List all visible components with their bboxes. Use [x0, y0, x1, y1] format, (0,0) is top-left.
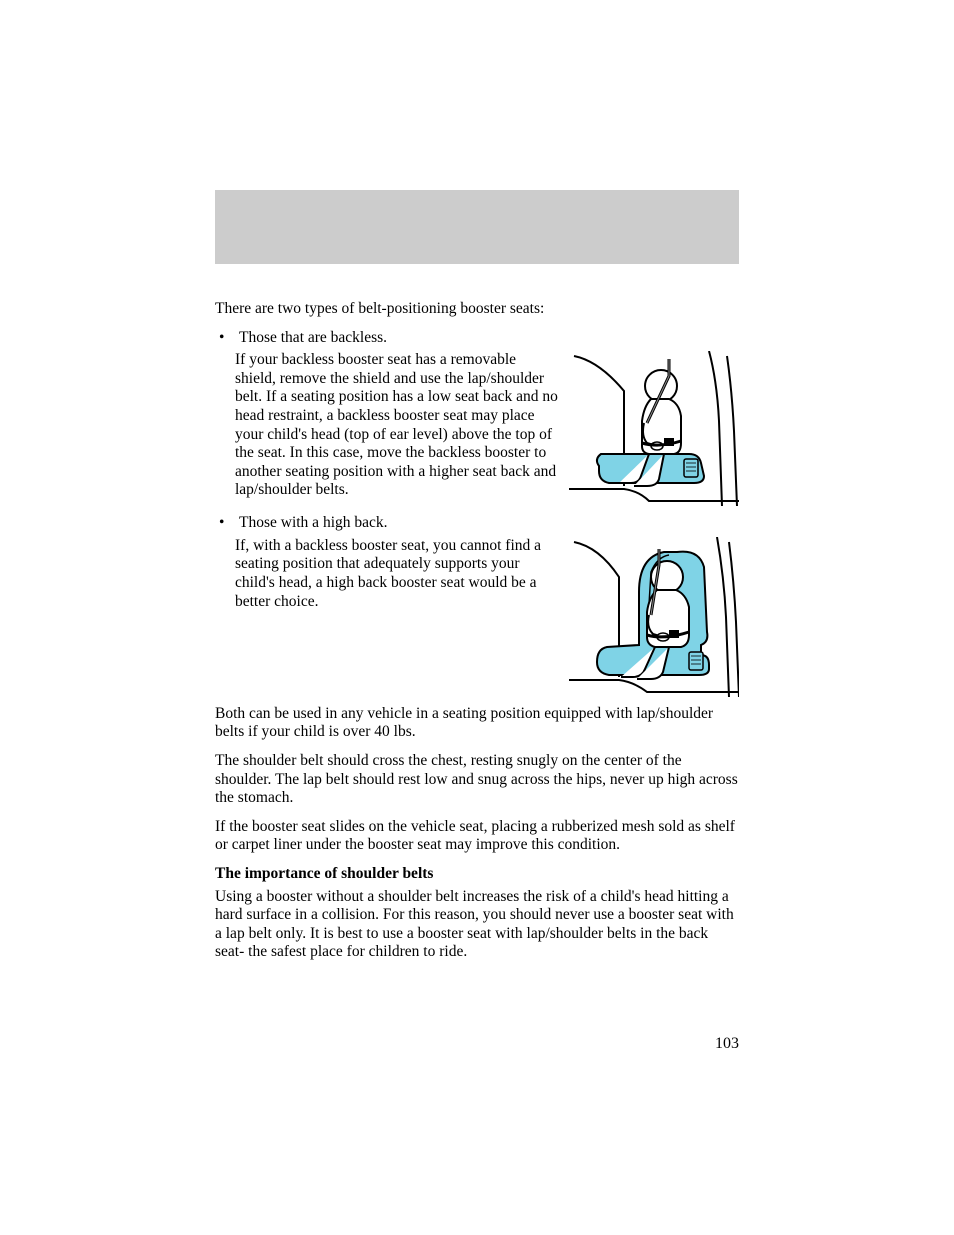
paragraph: Using a booster without a shoulder belt … — [215, 888, 739, 962]
bullet-body-block: If, with a backless booster seat, you ca… — [215, 537, 739, 697]
bullet-item: • Those that are backless. — [215, 329, 739, 348]
header-bar — [215, 190, 739, 264]
bullet-title: Those with a high back. — [239, 514, 739, 533]
bullet-marker: • — [215, 329, 239, 348]
backless-booster-illustration — [569, 351, 739, 506]
bullet-marker: • — [215, 514, 239, 533]
highback-booster-illustration — [569, 537, 739, 697]
paragraph: If the booster seat slides on the vehicl… — [215, 818, 739, 855]
subheading: The importance of shoulder belts — [215, 865, 739, 884]
bullet-title: Those that are backless. — [239, 329, 739, 348]
document-page: There are two types of belt-positioning … — [0, 0, 954, 1235]
page-number: 103 — [715, 1035, 739, 1053]
paragraph: Both can be used in any vehicle in a sea… — [215, 705, 739, 742]
paragraph: The shoulder belt should cross the chest… — [215, 752, 739, 808]
bullet-body-block: If your backless booster seat has a remo… — [215, 351, 739, 506]
intro-paragraph: There are two types of belt-positioning … — [215, 300, 739, 319]
bullet-item: • Those with a high back. — [215, 514, 739, 533]
page-content: There are two types of belt-positioning … — [215, 300, 739, 972]
